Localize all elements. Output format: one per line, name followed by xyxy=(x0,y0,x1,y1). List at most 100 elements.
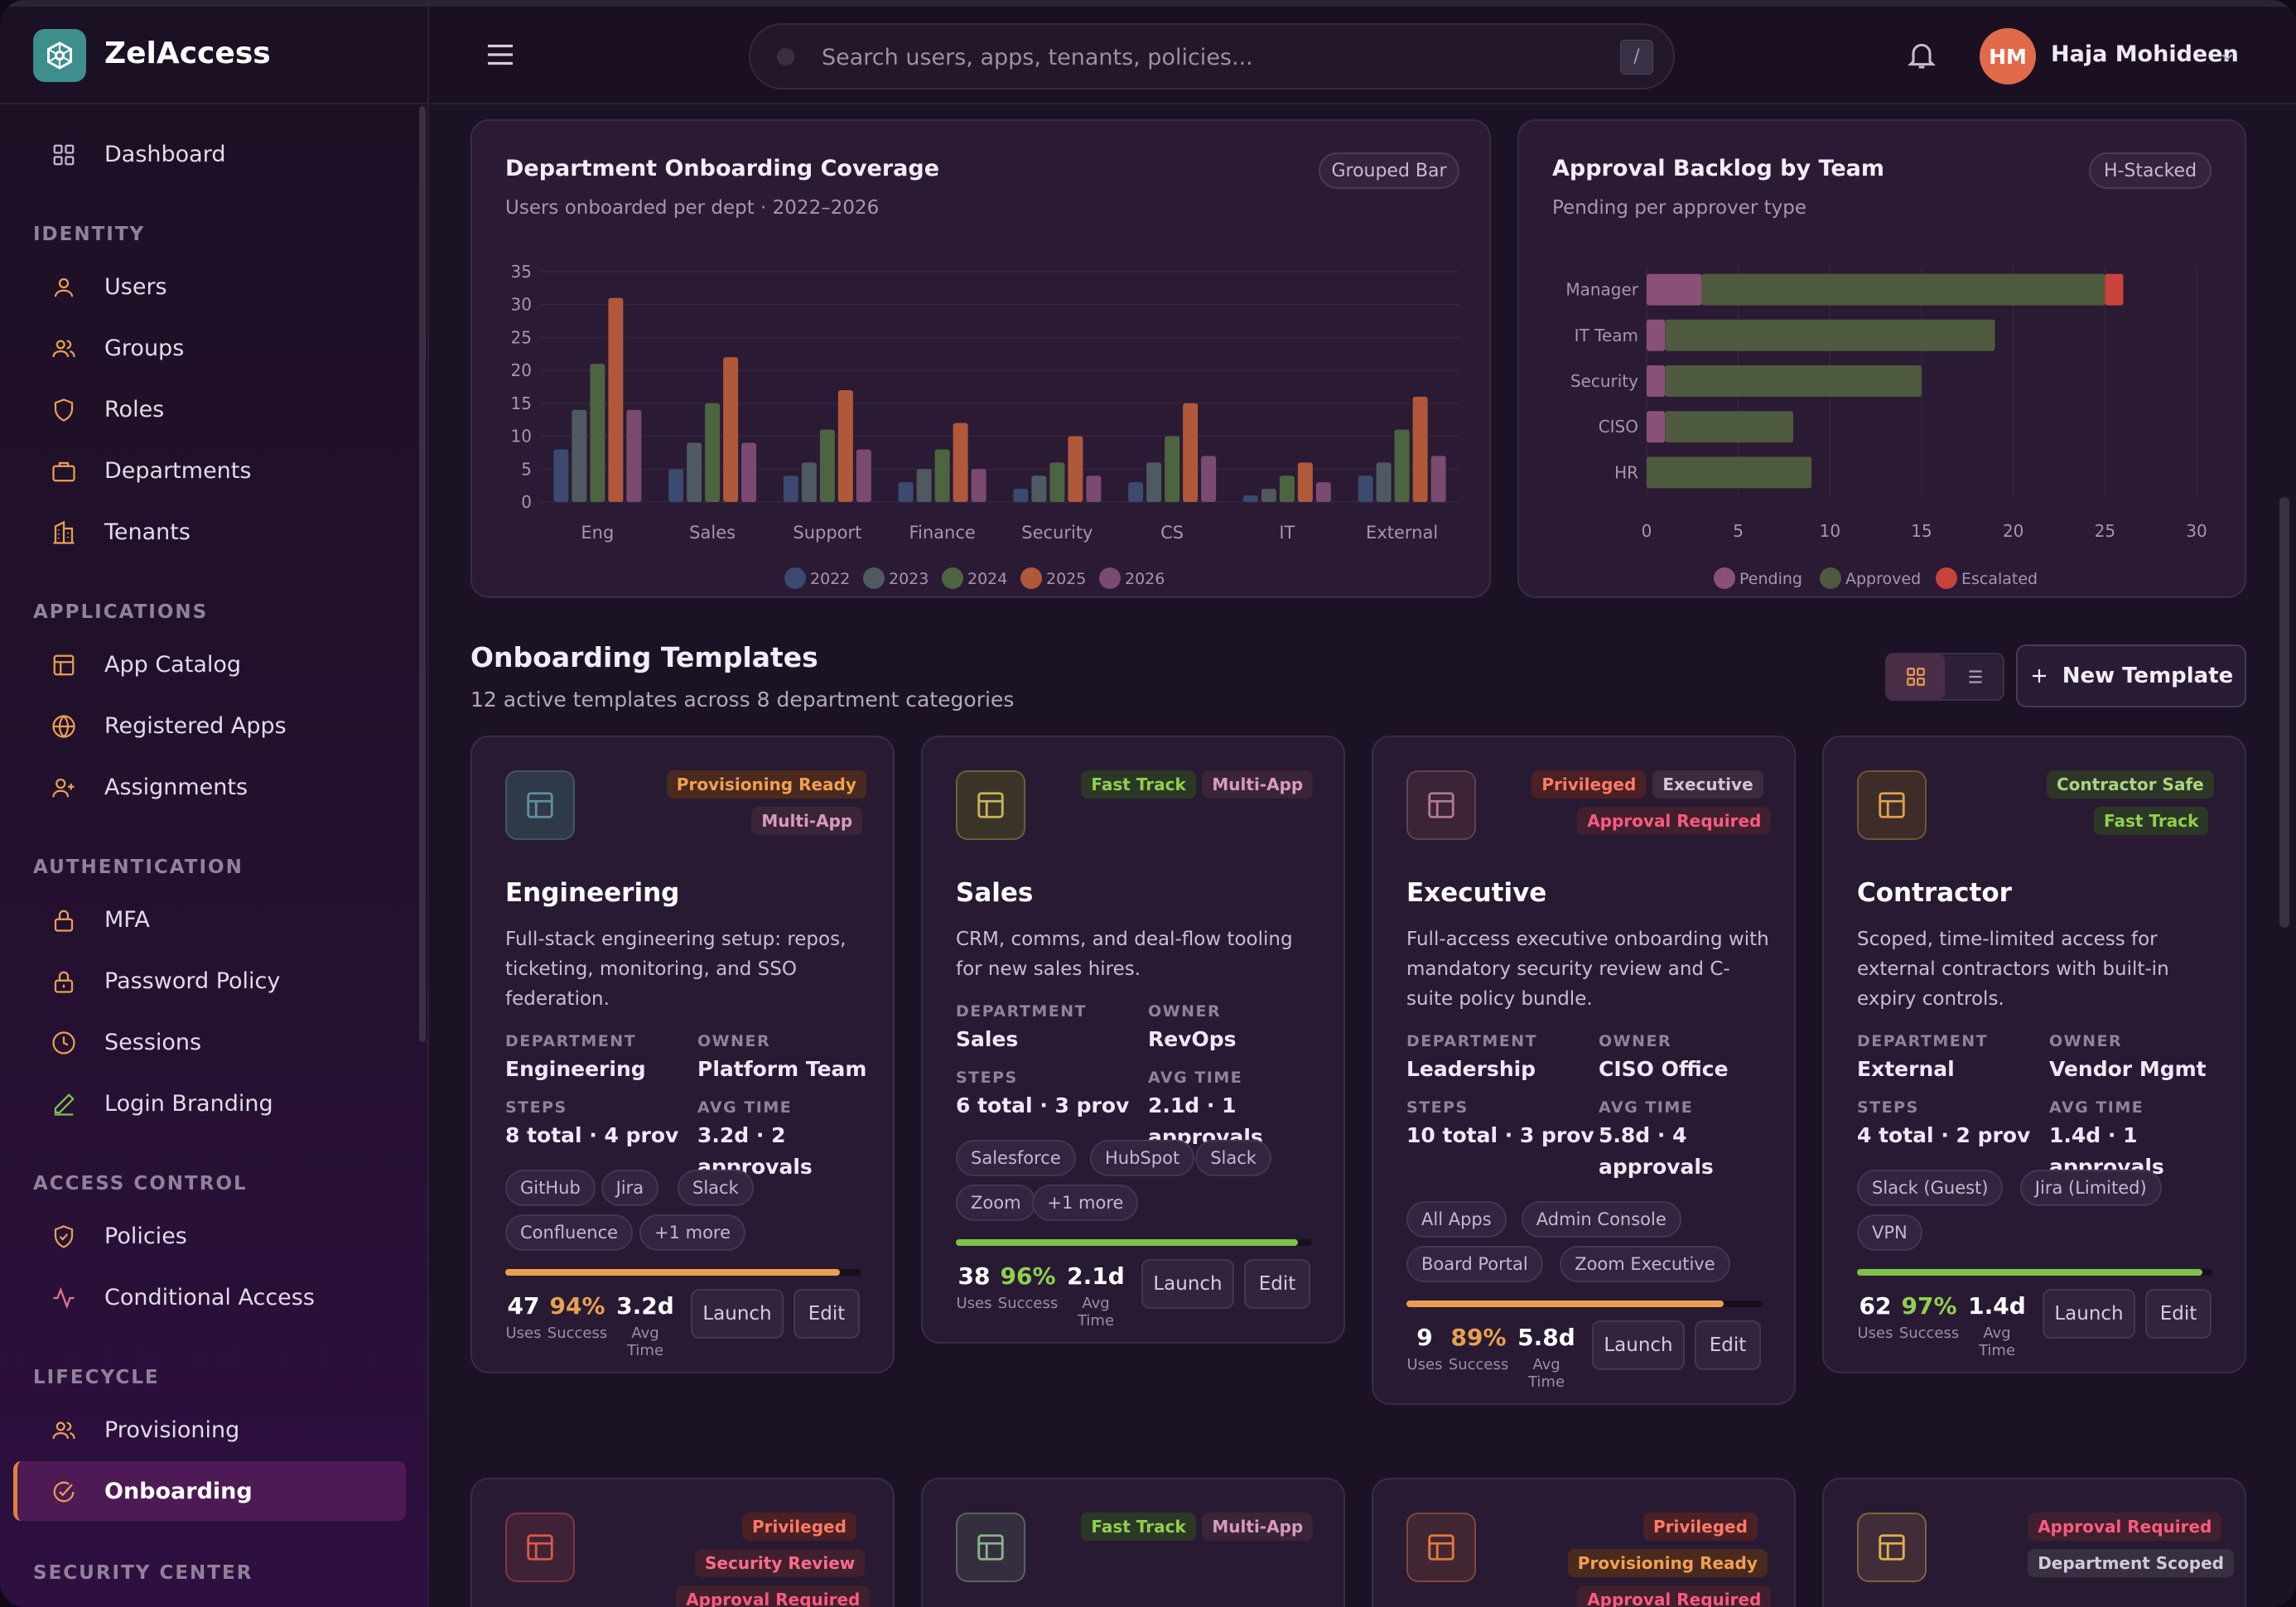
app-chip[interactable]: +1 more xyxy=(639,1214,746,1251)
sidebar-item-app-catalog[interactable]: App Catalog xyxy=(13,635,406,694)
chevron-down-icon[interactable] xyxy=(2218,48,2236,66)
bar-2022 xyxy=(783,475,798,502)
sidebar-item-tenants[interactable]: Tenants xyxy=(13,502,406,562)
app-chip[interactable]: VPN xyxy=(1857,1214,1922,1251)
app-chip[interactable]: Slack xyxy=(1195,1140,1271,1176)
app-chip[interactable]: Confluence xyxy=(505,1214,634,1251)
sidebar-item-departments[interactable]: Departments xyxy=(13,441,406,500)
app-chip[interactable]: Jira (Limited) xyxy=(2019,1170,2162,1206)
chart-type-badge[interactable]: H-Stacked xyxy=(2089,152,2212,189)
sidebar-item-label: Tenants xyxy=(104,519,191,545)
user-plus-icon xyxy=(52,778,75,798)
avg-time-short-value: 2.1d xyxy=(1067,1262,1125,1290)
bar-2024 xyxy=(1165,436,1180,502)
list-view-icon[interactable] xyxy=(1965,666,1986,688)
launch-button[interactable]: Launch xyxy=(691,1289,784,1339)
bar-2023 xyxy=(916,469,932,502)
steps-label: STEPS xyxy=(505,1098,567,1117)
avatar[interactable]: HM xyxy=(1980,28,2036,84)
launch-button[interactable]: Launch xyxy=(2043,1289,2135,1339)
template-card[interactable]: Privileged Security Review Approval Requir… xyxy=(470,1478,895,1607)
sidebar-item-registered-apps[interactable]: Registered Apps xyxy=(13,696,406,755)
new-template-button[interactable]: New Template xyxy=(2016,644,2246,707)
section-authentication: AUTHENTICATION xyxy=(33,857,244,878)
chart-type-badge[interactable]: Grouped Bar xyxy=(1319,152,1459,189)
edit-button[interactable]: Edit xyxy=(1244,1259,1310,1309)
edit-button[interactable]: Edit xyxy=(1695,1320,1761,1370)
briefcase-icon xyxy=(52,461,75,482)
sidebar-item-password-policy[interactable]: Password Policy xyxy=(13,951,406,1011)
x-tick-label: 15 xyxy=(1911,521,1932,541)
launch-button[interactable]: Launch xyxy=(1141,1259,1234,1309)
app-chip[interactable]: Slack (Guest) xyxy=(1857,1170,2004,1206)
app-chip[interactable]: Jira xyxy=(601,1170,659,1206)
app-chip[interactable]: HubSpot xyxy=(1090,1140,1195,1176)
lock-icon xyxy=(54,910,74,932)
avg-time-label: AVG TIME xyxy=(2049,1098,2144,1117)
template-card[interactable]: Approval Required Department Scoped xyxy=(1822,1478,2246,1607)
search-input[interactable]: Search users, apps, tenants, policies... xyxy=(822,45,1253,70)
app-chip[interactable]: Admin Console xyxy=(1521,1201,1681,1238)
uses-value: 47 xyxy=(507,1292,540,1320)
grid-icon xyxy=(1907,668,1925,686)
user-name[interactable]: Haja Mohideen xyxy=(2051,41,2239,67)
sidebar-item-assignments[interactable]: Assignments xyxy=(13,757,406,817)
bar-2024 xyxy=(1279,475,1295,502)
sidebar-item-groups[interactable]: Groups xyxy=(13,318,406,378)
app-name: ZelAccess xyxy=(104,36,271,70)
shield-icon xyxy=(54,398,74,422)
template-card[interactable]: Multi-App Fast Track xyxy=(921,1478,1345,1607)
app-chip[interactable]: Zoom Executive xyxy=(1560,1246,1730,1282)
avg-time-short-value: 5.8d xyxy=(1517,1324,1575,1351)
x-tick-label: CS xyxy=(1160,523,1184,543)
launch-button[interactable]: Launch xyxy=(1592,1320,1685,1370)
steps-value: 6 total · 3 prov xyxy=(956,1093,1130,1117)
main-scrollbar[interactable] xyxy=(2279,497,2289,928)
success-value: 94% xyxy=(549,1292,605,1320)
owner-label: OWNER xyxy=(2049,1032,2123,1050)
app-chip[interactable]: Zoom xyxy=(956,1185,1036,1221)
sidebar-scrollbar[interactable] xyxy=(419,106,426,1042)
bar-Pending xyxy=(1647,411,1666,443)
sidebar-item-conditional-access[interactable]: Conditional Access xyxy=(13,1267,406,1327)
edit-button[interactable]: Edit xyxy=(793,1289,860,1339)
app-chip[interactable]: Board Portal xyxy=(1406,1246,1543,1282)
app-chip[interactable]: GitHub xyxy=(505,1170,596,1206)
avg-time-short-label: Avg Time xyxy=(1527,1356,1565,1391)
edit-button[interactable]: Edit xyxy=(2145,1289,2212,1339)
logo-icon[interactable] xyxy=(33,29,86,82)
y-tick-label: IT Team xyxy=(1575,326,1638,345)
legend-swatch xyxy=(863,567,885,589)
template-card[interactable]: Privileged Provisioning Ready Approval Req… xyxy=(1372,1478,1796,1607)
sidebar-item-policies[interactable]: Policies xyxy=(13,1206,406,1266)
sidebar-item-sessions[interactable]: Sessions xyxy=(13,1012,406,1072)
success-label: Success xyxy=(1898,1325,1960,1342)
sidebar-item-login-branding[interactable]: Login Branding xyxy=(13,1074,406,1133)
sidebar-item-users[interactable]: Users xyxy=(13,257,406,316)
app-chip[interactable]: All Apps xyxy=(1406,1201,1507,1238)
template-name: Engineering xyxy=(505,878,680,908)
template-card-sales[interactable]: Multi-App Fast Track Sales CRM, comms, and … xyxy=(921,736,1345,1344)
hamburger-menu-icon[interactable] xyxy=(485,41,515,68)
app-chip[interactable]: Slack xyxy=(678,1170,754,1206)
y-tick-label: 0 xyxy=(521,492,532,512)
search-bar[interactable]: Search users, apps, tenants, policies...… xyxy=(749,23,1675,89)
bar-2025 xyxy=(723,357,739,502)
globe-icon xyxy=(52,714,75,739)
sidebar-item-dashboard[interactable]: Dashboard xyxy=(13,124,406,184)
sidebar-item-provisioning[interactable]: Provisioning xyxy=(13,1400,406,1460)
template-card-engineering[interactable]: Provisioning Ready Multi-App Engineering Fu… xyxy=(470,736,895,1373)
sidebar-item-onboarding[interactable]: Onboarding xyxy=(13,1461,406,1521)
bar-2024 xyxy=(590,364,605,502)
template-card-executive[interactable]: Executive Privileged Approval Required Exec… xyxy=(1372,736,1796,1405)
bell-icon[interactable] xyxy=(1905,38,1938,71)
sidebar-item-roles[interactable]: Roles xyxy=(13,379,406,439)
y-tick-label: CISO xyxy=(1599,417,1638,437)
sidebar-item-mfa[interactable]: MFA xyxy=(13,890,406,949)
grid-view-button[interactable] xyxy=(1887,654,1945,699)
template-card-contractor[interactable]: Contractor Safe Fast Track Contractor Scope… xyxy=(1822,736,2246,1373)
legend-label: 2024 xyxy=(967,570,1007,588)
x-tick-label: 20 xyxy=(2003,521,2023,541)
app-chip[interactable]: +1 more xyxy=(1032,1185,1139,1221)
app-chip[interactable]: Salesforce xyxy=(956,1140,1076,1176)
